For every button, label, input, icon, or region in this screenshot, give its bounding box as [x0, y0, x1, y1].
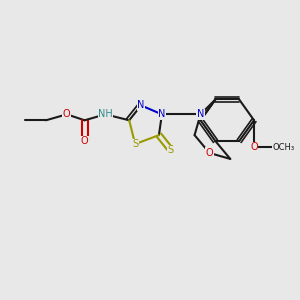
Text: N: N: [137, 100, 145, 110]
Text: N: N: [197, 109, 204, 119]
Text: S: S: [132, 139, 138, 149]
Text: N: N: [158, 109, 166, 119]
Text: O: O: [206, 148, 213, 158]
Text: OCH₃: OCH₃: [273, 142, 295, 152]
Text: O: O: [81, 136, 88, 146]
Text: O: O: [63, 109, 70, 119]
Text: NH: NH: [98, 109, 113, 119]
Text: O: O: [250, 142, 258, 152]
Text: S: S: [168, 145, 174, 155]
